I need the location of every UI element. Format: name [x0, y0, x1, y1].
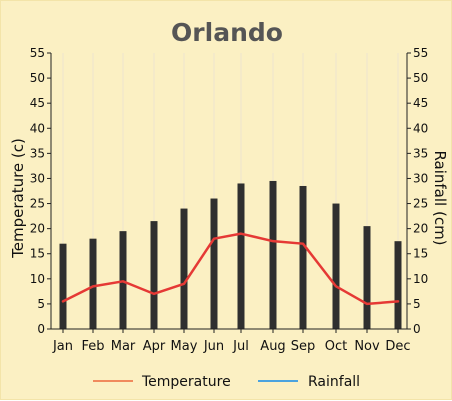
- rainfall-bar-jan: [60, 244, 67, 329]
- x-tick-label-mar: Mar: [111, 339, 136, 354]
- right-tick-label: 15: [413, 247, 428, 261]
- legend-temperature-label: Temperature: [141, 374, 231, 390]
- left-tick-label: 15: [30, 247, 45, 261]
- right-tick-label: 20: [413, 222, 428, 236]
- chart-title: Orlando: [171, 18, 283, 47]
- rainfall-bar-nov: [364, 226, 371, 329]
- right-tick-label: 25: [413, 197, 428, 211]
- right-tick-label: 55: [413, 46, 428, 60]
- left-tick-label: 45: [30, 96, 45, 110]
- legend: Temperature Rainfall: [93, 374, 360, 390]
- x-tick-label-jan: Jan: [52, 339, 73, 354]
- left-tick-label: 0: [37, 322, 45, 336]
- grid-layer: [63, 53, 398, 329]
- x-tick-label-nov: Nov: [354, 339, 380, 354]
- x-tick-label-sep: Sep: [291, 339, 316, 354]
- right-tick-label: 45: [413, 96, 428, 110]
- rainfall-bar-may: [181, 209, 188, 329]
- rainfall-bar-feb: [90, 239, 97, 329]
- temperature-line-layer: [63, 234, 398, 304]
- x-tick-label-oct: Oct: [325, 339, 347, 354]
- left-tick-label: 20: [30, 222, 45, 236]
- left-tick-label: 30: [30, 171, 45, 185]
- right-tick-label: 10: [413, 272, 428, 286]
- right-tick-label: 30: [413, 171, 428, 185]
- x-tick-label-aug: Aug: [260, 339, 285, 354]
- axes: [47, 53, 411, 333]
- rainfall-bar-apr: [151, 221, 158, 329]
- right-tick-label: 5: [413, 297, 421, 311]
- x-tick-label-jun: Jun: [203, 339, 224, 354]
- rainfall-bar-oct: [333, 204, 340, 329]
- right-tick-label: 50: [413, 71, 428, 85]
- x-tick-label-may: May: [171, 339, 198, 354]
- rainfall-bar-mar: [120, 231, 127, 329]
- x-tick-label-jul: Jul: [232, 339, 249, 354]
- temperature-line: [63, 234, 398, 304]
- legend-rainfall-label: Rainfall: [308, 374, 360, 390]
- x-tick-label-dec: Dec: [385, 339, 410, 354]
- left-tick-label: 5: [37, 297, 45, 311]
- rainfall-bar-sep: [300, 186, 307, 329]
- right-tick-label: 35: [413, 146, 428, 160]
- x-tick-label-feb: Feb: [81, 339, 104, 354]
- y-axis-right-label: Rainfall (cm): [431, 150, 449, 245]
- left-tick-label: 50: [30, 71, 45, 85]
- left-tick-label: 55: [30, 46, 45, 60]
- rainfall-bar-jul: [238, 183, 245, 329]
- x-tick-label-apr: Apr: [143, 339, 166, 354]
- rainfall-bar-aug: [270, 181, 277, 329]
- y-axis-left-label: Temperature (c): [9, 138, 27, 259]
- rainfall-bar-dec: [395, 241, 402, 329]
- right-tick-label: 40: [413, 121, 428, 135]
- rainfall-bar-jun: [211, 199, 218, 329]
- left-tick-label: 25: [30, 197, 45, 211]
- right-tick-label: 0: [413, 322, 421, 336]
- rainfall-bars: [60, 181, 402, 329]
- left-tick-label: 35: [30, 146, 45, 160]
- left-tick-label: 40: [30, 121, 45, 135]
- left-tick-label: 10: [30, 272, 45, 286]
